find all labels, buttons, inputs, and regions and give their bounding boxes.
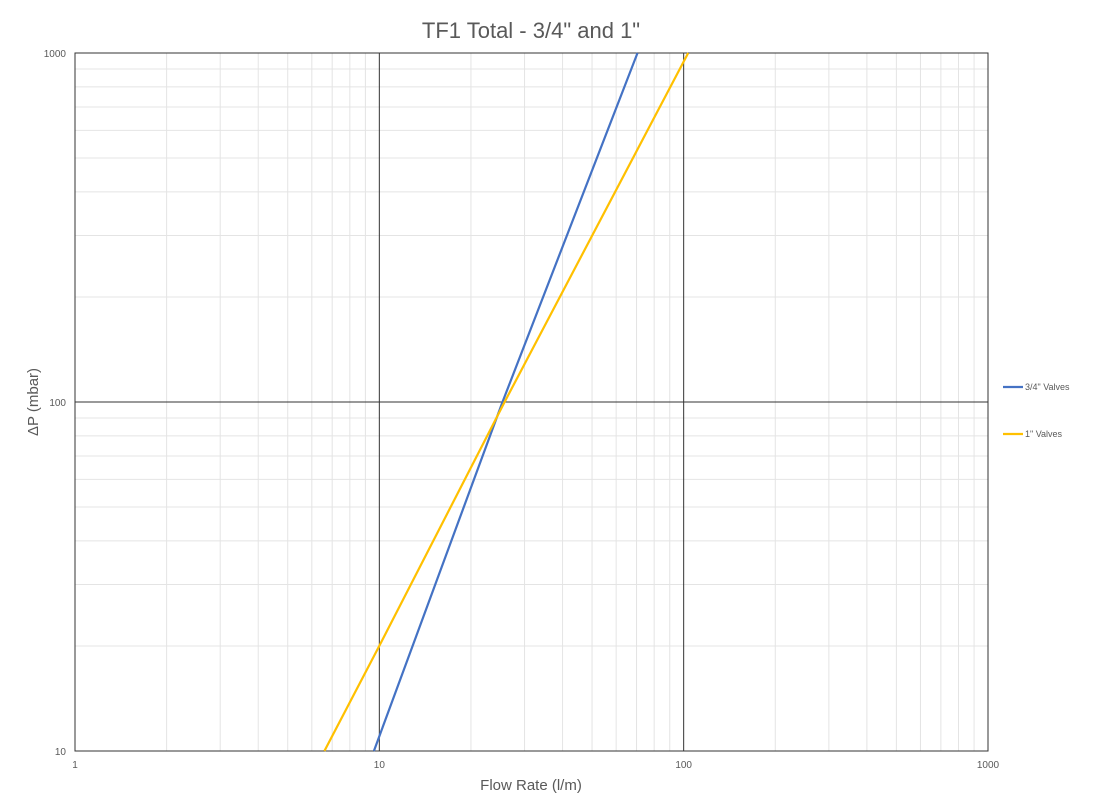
x-tick-labels: 1 10 100 1000 [72, 760, 999, 771]
x-axis-label: Flow Rate (l/m) [480, 777, 582, 794]
y-tick-labels: 10 100 1000 [44, 49, 67, 758]
x-tick-label: 1000 [977, 760, 1000, 771]
y-tick-label: 1000 [44, 49, 67, 60]
x-tick-label: 10 [374, 760, 386, 771]
legend-label-1: 3/4" Valves [1025, 382, 1070, 392]
chart-title: TF1 Total - 3/4" and 1" [422, 18, 640, 43]
series-layer [323, 52, 690, 752]
x-tick-label: 100 [675, 760, 692, 771]
legend-label-2: 1" Valves [1025, 429, 1063, 439]
legend: 3/4" Valves 1" Valves [1003, 382, 1070, 439]
y-tick-label: 100 [49, 398, 66, 409]
series-line-2 [323, 52, 690, 752]
y-axis-label: ΔP (mbar) [25, 368, 42, 436]
x-tick-label: 1 [72, 760, 78, 771]
series-line-1 [372, 52, 639, 752]
y-tick-label: 10 [55, 747, 67, 758]
major-gridlines [75, 53, 988, 751]
plot-area-frame [74, 52, 989, 752]
